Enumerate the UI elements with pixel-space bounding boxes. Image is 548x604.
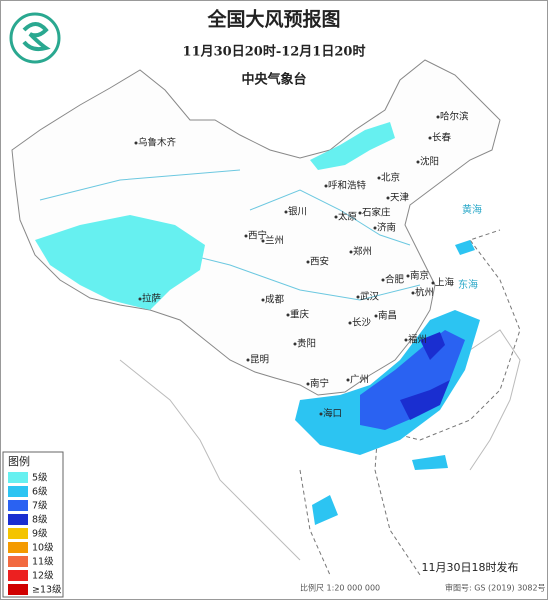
sea-label: 东海	[458, 278, 478, 291]
city-dot	[346, 378, 350, 382]
legend-label: 12级	[32, 570, 54, 582]
city-dot	[411, 291, 415, 295]
city-label: 兰州	[265, 235, 284, 247]
city-dot	[381, 278, 385, 282]
city-dot	[356, 295, 360, 299]
city-dot	[416, 160, 420, 164]
legend-title: 图例	[8, 454, 30, 468]
city-label: 贵阳	[297, 338, 316, 350]
city-dot	[386, 196, 390, 200]
city-label: 济南	[377, 222, 396, 234]
city-dot	[373, 226, 377, 230]
city-label: 长沙	[352, 317, 372, 329]
city-dot	[348, 321, 352, 325]
legend-label: 7级	[32, 500, 48, 512]
legend-swatch	[8, 584, 28, 595]
city-label: 拉萨	[142, 293, 162, 305]
city-dot	[261, 239, 265, 243]
city-label: 海口	[323, 408, 342, 420]
legend-swatch	[8, 556, 28, 567]
legend-items: 5级 6级 7级 8级 9级 10级 11级 12级 ≥13级	[8, 472, 62, 596]
city-label: 西安	[310, 256, 329, 268]
city-label: 呼和浩特	[328, 180, 367, 192]
legend-swatch	[8, 486, 28, 497]
legend-swatch	[8, 500, 28, 511]
map-title: 全国大风预报图	[206, 8, 340, 31]
legend-label: 8级	[32, 514, 48, 526]
city-label: 长春	[432, 132, 452, 144]
city-dot	[286, 313, 290, 317]
city-dot	[319, 412, 323, 416]
legend-label: 9级	[32, 528, 48, 540]
city-dot	[377, 176, 381, 180]
wind-areas	[35, 122, 480, 525]
sea-label: 黄海	[462, 203, 482, 216]
city-label: 西宁	[248, 230, 267, 242]
city-dot	[261, 298, 265, 302]
city-label: 沈阳	[420, 156, 439, 168]
city-label: 重庆	[290, 309, 310, 321]
city-dot	[431, 281, 435, 285]
legend-swatch	[8, 514, 28, 525]
legend-label: 11级	[32, 556, 54, 568]
legend-label: ≥13级	[32, 584, 62, 596]
city-label: 天津	[390, 193, 410, 204]
city-dot	[134, 141, 138, 145]
issuer: 中央气象台	[241, 72, 306, 88]
city-label: 南京	[410, 270, 429, 282]
legend-label: 10级	[32, 542, 54, 554]
city-label: 太原	[338, 211, 357, 223]
city-label: 武汉	[360, 291, 380, 303]
city-label: 南昌	[378, 310, 397, 322]
city-dot	[374, 314, 378, 318]
city-label: 成都	[265, 294, 285, 306]
city-dot	[293, 342, 297, 346]
valid-period: 11月30日20时-12月1日20时	[183, 44, 366, 60]
city-label: 上海	[435, 277, 455, 289]
city-dot	[244, 234, 248, 238]
city-dot	[436, 115, 440, 119]
city-label: 北京	[381, 172, 400, 184]
city-dot	[306, 382, 310, 386]
legend-label: 6级	[32, 486, 48, 498]
legend-label: 5级	[32, 472, 48, 484]
city-label: 郑州	[353, 246, 372, 258]
city-dot	[306, 260, 310, 264]
scale: 比例尺 1:20 000 000	[300, 583, 380, 593]
city-label: 杭州	[415, 287, 434, 299]
legend-swatch	[8, 542, 28, 553]
city-dot	[284, 210, 288, 214]
city-dot	[406, 274, 410, 278]
city-label: 银川	[288, 206, 307, 218]
legend-swatch	[8, 570, 28, 581]
release-time: 11月30日18时发布	[422, 560, 519, 574]
city-label: 合肥	[385, 274, 405, 286]
city-label: 昆明	[250, 355, 269, 366]
map-approval: 审图号: GS (2019) 3082号	[445, 583, 546, 593]
city-dot	[404, 338, 408, 342]
city-dot	[138, 297, 142, 301]
legend-swatch	[8, 472, 28, 483]
city-label: 哈尔滨	[440, 111, 469, 123]
city-dot	[428, 136, 432, 140]
city-label: 福州	[408, 334, 427, 346]
logo	[9, 12, 61, 64]
city-label: 南宁	[310, 378, 329, 390]
city-dot	[246, 358, 250, 362]
city-dot	[358, 211, 362, 215]
city-dot	[334, 215, 338, 219]
city-dot	[324, 184, 328, 188]
city-label: 石家庄	[362, 207, 391, 219]
city-label: 乌鲁木齐	[138, 137, 177, 149]
legend-swatch	[8, 528, 28, 539]
city-label: 广州	[350, 374, 369, 386]
city-dot	[349, 250, 353, 254]
